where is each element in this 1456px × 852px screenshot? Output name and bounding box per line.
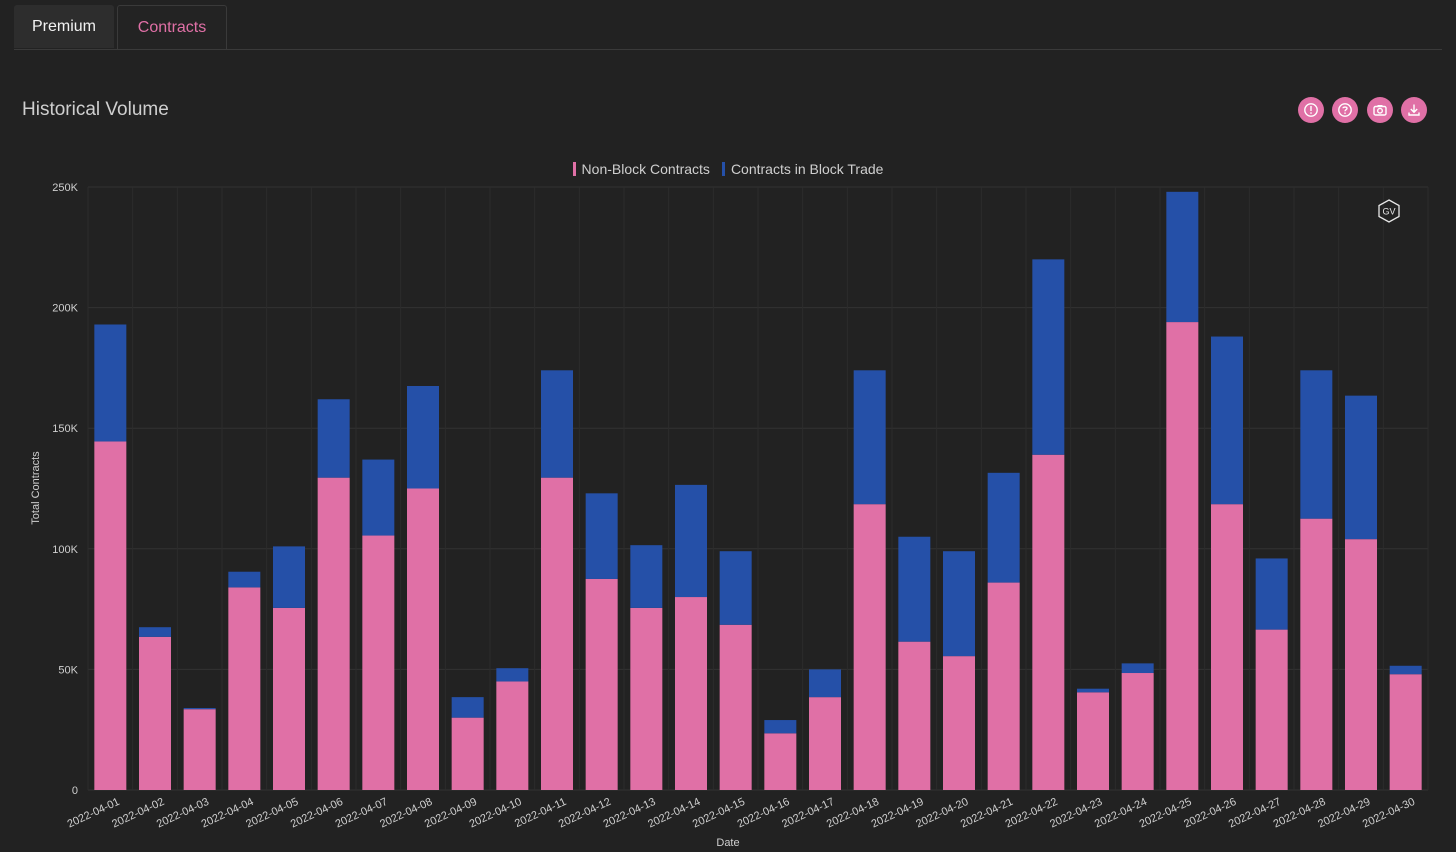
bar-block[interactable] bbox=[764, 720, 797, 734]
bar-block[interactable] bbox=[1032, 259, 1065, 455]
bar-block[interactable] bbox=[451, 697, 484, 718]
bar-non-block[interactable] bbox=[630, 607, 663, 790]
bar-block[interactable] bbox=[1077, 688, 1109, 693]
bar-block[interactable] bbox=[183, 707, 216, 710]
bar-non-block[interactable] bbox=[541, 477, 573, 790]
bar-non-block[interactable] bbox=[228, 587, 261, 790]
bar-non-block[interactable] bbox=[1389, 674, 1422, 790]
bar-block[interactable] bbox=[1345, 395, 1377, 540]
bar-block[interactable] bbox=[1300, 370, 1333, 519]
legend-swatch-non-block bbox=[572, 162, 576, 176]
bar-non-block[interactable] bbox=[407, 488, 439, 791]
bar-block[interactable] bbox=[987, 472, 1020, 583]
bar-block[interactable] bbox=[228, 571, 261, 588]
bar-block[interactable] bbox=[943, 551, 975, 657]
bar-non-block[interactable] bbox=[451, 717, 484, 790]
legend-label-non-block: Non-Block Contracts bbox=[581, 161, 710, 177]
bar-non-block[interactable] bbox=[898, 641, 931, 790]
bar-block[interactable] bbox=[898, 536, 931, 642]
chart-legend: Non-Block Contracts Contracts in Block T… bbox=[0, 161, 1456, 177]
bar-non-block[interactable] bbox=[1032, 454, 1065, 790]
bar-non-block[interactable] bbox=[809, 697, 841, 790]
bar-non-block[interactable] bbox=[496, 681, 529, 790]
bar-non-block[interactable] bbox=[362, 535, 395, 790]
bar-block[interactable] bbox=[809, 669, 841, 698]
bar-non-block[interactable] bbox=[94, 441, 127, 790]
y-tick-label: 200K bbox=[52, 303, 78, 315]
bar-block[interactable] bbox=[1211, 336, 1243, 505]
bar-non-block[interactable] bbox=[1166, 322, 1199, 790]
camera-icon[interactable] bbox=[1367, 97, 1393, 123]
bar-block[interactable] bbox=[719, 551, 752, 625]
y-tick-label: 50K bbox=[58, 664, 78, 676]
bar-block[interactable] bbox=[139, 627, 171, 637]
bar-non-block[interactable] bbox=[317, 477, 350, 790]
legend-item-non-block[interactable]: Non-Block Contracts bbox=[572, 161, 710, 177]
bar-non-block[interactable] bbox=[943, 656, 975, 790]
bar-non-block[interactable] bbox=[1345, 539, 1377, 790]
bar-block[interactable] bbox=[675, 484, 707, 598]
bar-block[interactable] bbox=[853, 370, 886, 505]
help-icon[interactable] bbox=[1332, 97, 1358, 123]
bar-block[interactable] bbox=[585, 493, 618, 579]
legend-item-block[interactable]: Contracts in Block Trade bbox=[721, 161, 884, 177]
bar-non-block[interactable] bbox=[853, 504, 886, 790]
tab-bar: Premium Contracts bbox=[14, 5, 1442, 50]
bar-non-block[interactable] bbox=[1121, 673, 1154, 790]
bar-non-block[interactable] bbox=[719, 624, 752, 790]
bar-non-block[interactable] bbox=[585, 578, 618, 790]
y-tick-label: 0 bbox=[72, 785, 78, 797]
bar-non-block[interactable] bbox=[1077, 692, 1109, 790]
bar-non-block[interactable] bbox=[764, 733, 797, 790]
tab-contracts[interactable]: Contracts bbox=[117, 5, 227, 49]
download-icon[interactable] bbox=[1401, 97, 1427, 123]
bar-block[interactable] bbox=[541, 370, 573, 478]
bar-block[interactable] bbox=[362, 459, 395, 536]
bar-non-block[interactable] bbox=[139, 636, 171, 790]
bar-block[interactable] bbox=[1121, 663, 1154, 674]
bar-non-block[interactable] bbox=[1211, 504, 1243, 790]
bar-non-block[interactable] bbox=[1300, 518, 1333, 790]
bar-block[interactable] bbox=[1166, 191, 1199, 323]
y-axis-title: Total Contracts bbox=[30, 451, 42, 525]
tab-premium[interactable]: Premium bbox=[14, 5, 114, 48]
panel-title: Historical Volume bbox=[22, 99, 169, 120]
y-tick-label: 250K bbox=[52, 182, 78, 194]
bar-non-block[interactable] bbox=[1255, 629, 1288, 790]
bar-block[interactable] bbox=[407, 385, 439, 489]
gv-logo: GV bbox=[1378, 199, 1400, 223]
bar-block[interactable] bbox=[1389, 665, 1422, 675]
bar-non-block[interactable] bbox=[675, 597, 707, 790]
bar-block[interactable] bbox=[273, 546, 305, 608]
y-tick-label: 150K bbox=[52, 423, 78, 435]
svg-text:GV: GV bbox=[1382, 207, 1395, 217]
bar-non-block[interactable] bbox=[273, 607, 305, 790]
alert-icon[interactable] bbox=[1298, 97, 1324, 123]
y-tick-label: 100K bbox=[52, 544, 78, 556]
bar-non-block[interactable] bbox=[987, 582, 1020, 790]
x-axis-title: Date bbox=[716, 837, 739, 849]
bar-block[interactable] bbox=[1255, 558, 1288, 630]
legend-label-block: Contracts in Block Trade bbox=[730, 161, 884, 177]
bar-block[interactable] bbox=[94, 324, 127, 442]
bar-block[interactable] bbox=[317, 399, 350, 478]
legend-swatch-block bbox=[721, 162, 725, 176]
bar-non-block[interactable] bbox=[183, 709, 216, 790]
bar-block[interactable] bbox=[496, 668, 529, 682]
bar-block[interactable] bbox=[630, 545, 663, 608]
